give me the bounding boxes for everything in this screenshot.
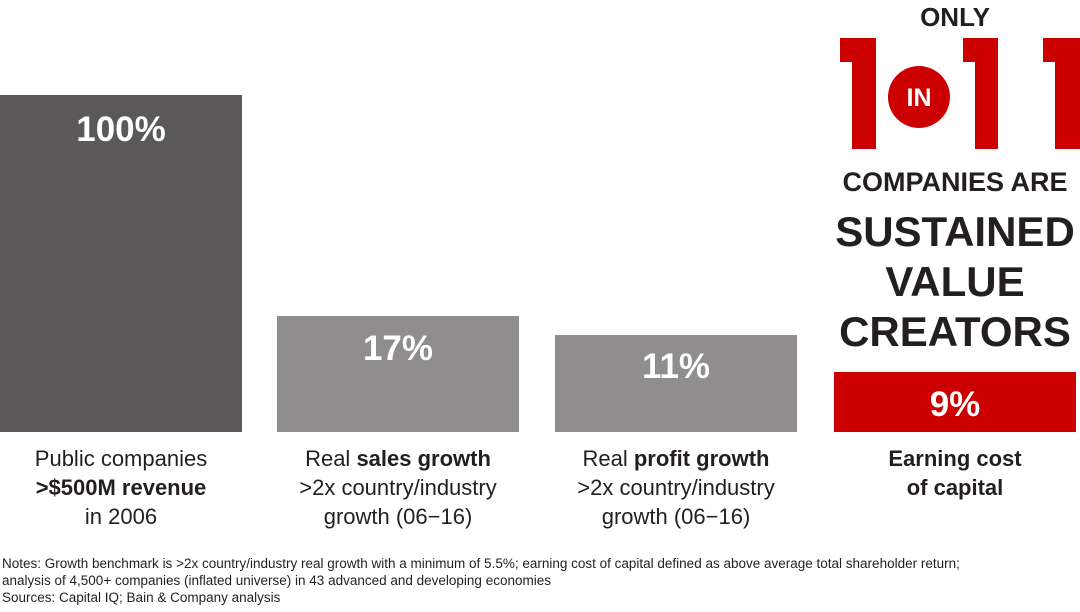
one-in-eleven-graphic: IN	[840, 38, 1080, 149]
category-label: Real sales growth >2x country/industry gro…	[248, 444, 548, 531]
category-label: Real profit growth >2x country/industry gr…	[526, 444, 826, 531]
category-label-segment: Real	[305, 446, 357, 471]
bar-1: 17%	[277, 316, 519, 432]
category-label-segment: in 2006	[84, 504, 158, 529]
category-label-segment: sales growth	[356, 446, 491, 471]
category-label: Public companies >$500M revenue in 2006	[0, 444, 271, 531]
headline-companies-are: COMPANIES ARE	[842, 167, 1068, 197]
bar-0: 100%	[0, 95, 242, 432]
notes-line: analysis of 4,500+ companies (inflated u…	[2, 573, 551, 588]
footnotes: Notes: Growth benchmark is >2x country/i…	[2, 555, 960, 606]
digit-one-2	[963, 38, 998, 149]
category-label: Earning cost of capital	[805, 444, 1080, 502]
bar-value-label: 11%	[641, 347, 711, 386]
category-label-segment: Public companies	[34, 446, 208, 471]
category-label-segment: Real	[582, 446, 634, 471]
headline-value: VALUE	[885, 258, 1025, 305]
headline-sustained: SUSTAINED	[835, 208, 1075, 255]
category-label-segment: of capital	[906, 475, 1004, 500]
digit-one-3	[1043, 38, 1080, 149]
only-text: ONLY	[920, 2, 990, 32]
bar-value-label: 100%	[76, 110, 166, 149]
notes-line: Notes: Growth benchmark is >2x country/i…	[2, 556, 960, 571]
bar-value-label: 9%	[929, 385, 981, 424]
digit-one-1	[840, 38, 876, 149]
category-label-segment: growth (06−16)	[323, 504, 473, 529]
in-circle	[888, 66, 950, 128]
bar-2: 11%	[555, 335, 797, 432]
category-label-segment: growth (06−16)	[601, 504, 751, 529]
category-label-segment: Earning cost	[888, 446, 1022, 471]
bar-value-label: 17%	[362, 329, 434, 368]
category-label-segment: >2x country/industry	[577, 475, 775, 500]
headline-creators: CREATORS	[839, 308, 1071, 355]
category-label-segment: profit growth	[633, 446, 770, 471]
bar-3: 9%	[834, 372, 1076, 432]
in-text: IN	[907, 84, 932, 112]
category-label-segment: >$500M revenue	[35, 475, 207, 500]
sources-line: Sources: Capital IQ; Bain & Company anal…	[2, 590, 281, 605]
category-label-segment: >2x country/industry	[299, 475, 497, 500]
